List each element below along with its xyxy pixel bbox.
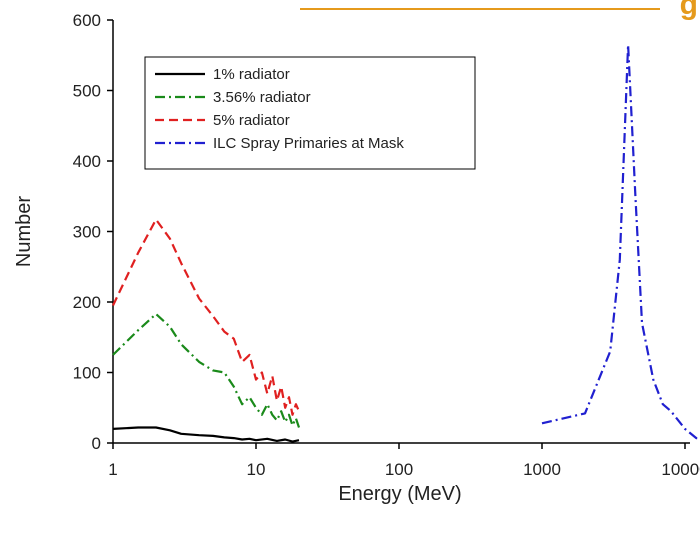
slide-header-fragment: g [0,0,700,20]
series-layer [112,43,700,443]
x-tick-label: 100 [385,460,413,479]
legend-label-1: 1% radiator [213,66,290,83]
y-tick-label: 500 [73,82,101,101]
x-tick-label: 10 [247,460,266,479]
x-ticks: 1 10 100 1000 10000 [108,443,700,479]
y-tick-label: 200 [73,293,101,312]
series-line-2 [112,312,301,428]
y-tick-label: 300 [73,223,101,242]
legend-label-3: 5% radiator [213,112,290,129]
legend-label-4: ILC Spray Primaries at Mask [213,135,404,152]
header-title-fragment: g [679,0,698,20]
series-line-3 [112,218,301,416]
y-tick-label: 600 [73,11,101,30]
x-tick-label: 10000 [661,460,700,479]
y-ticks: 0 100 200 300 400 500 600 [73,11,113,453]
y-tick-label: 0 [92,434,101,453]
series-line-4 [541,43,700,440]
x-axis-title: Energy (MeV) [338,483,461,505]
legend-box [144,56,476,170]
legend-items: 1% radiator 3.56% radiator 5% radiator ILC … [155,66,404,152]
y-tick-label: 100 [73,364,101,383]
x-tick-label: 1000 [523,460,561,479]
series-line-1 [112,426,300,443]
header-rule [300,8,660,10]
x-tick-label: 1 [108,460,117,479]
legend-label-2: 3.56% radiator [213,89,311,106]
legend: 1% radiator 3.56% radiator 5% radiator ILC … [144,56,476,170]
y-tick-label: 400 [73,152,101,171]
y-axis-title: Number [13,196,35,267]
